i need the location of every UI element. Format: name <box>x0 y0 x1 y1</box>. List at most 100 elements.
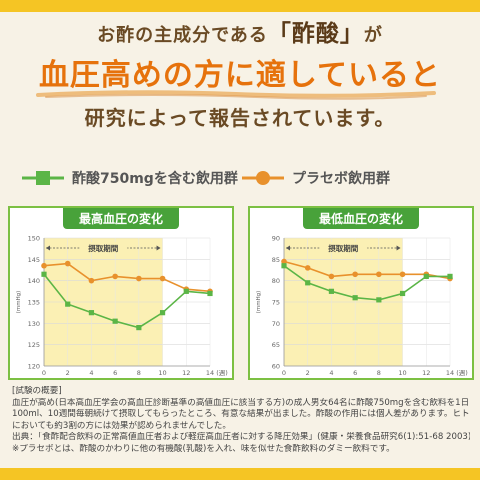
brush-stroke-decoration <box>36 90 436 100</box>
placebo-series-line <box>43 262 211 293</box>
x-tick-label: 4 <box>89 369 93 377</box>
acetic-data-point <box>352 295 358 301</box>
y-tick-label: 60 <box>272 363 280 371</box>
x-axis-unit-label: (週) <box>456 368 468 377</box>
systolic-chart-panel: 最高血圧の変化 150 145 140 135 130 125 120 0 2 4 6 8 10 12 14… <box>8 206 234 380</box>
x-tick-label: 12 <box>182 369 190 377</box>
acetic-data-point <box>281 263 287 269</box>
trial-line: [試験の概要] <box>12 386 62 396</box>
intake-arrow-right-icon <box>396 245 401 251</box>
bottom-yellow-band <box>0 468 480 480</box>
y-tick-label: 90 <box>272 235 280 243</box>
y-tick-label: 130 <box>28 320 40 328</box>
x-tick-label: 12 <box>422 369 430 377</box>
chart-legend: 酢酸750mgを含む飲用群 プラセボ飲用群 <box>10 160 470 196</box>
intake-label-bg <box>79 242 128 253</box>
headline-1-prefix: お酢の主成分である <box>97 25 268 46</box>
diastolic-chart-panel: 最低血圧の変化 90 85 80 75 70 65 60 0 2 4 6 8 10 12 14 (mmHg) (… <box>248 206 474 380</box>
acetic-data-point <box>112 318 118 324</box>
acetic-data-point <box>207 290 213 297</box>
x-tick-label: 14 <box>446 369 454 377</box>
x-tick-label: 2 <box>66 369 70 377</box>
placebo-data-point <box>399 271 406 278</box>
systolic-chart-title: 最高血圧の変化 <box>62 208 180 229</box>
legend-acetic-label: 酢酸750mgを含む飲用群 <box>72 171 238 187</box>
acetic-data-point <box>65 301 71 307</box>
y-tick-label: 145 <box>28 256 40 264</box>
legend-item-placebo: プラセボ飲用群 <box>240 168 390 188</box>
x-tick-label: 0 <box>42 369 46 377</box>
placebo-data-point <box>64 260 71 267</box>
placebo-data-point <box>159 275 166 282</box>
acetic-data-point <box>399 290 406 297</box>
headline-1-suffix: が <box>363 25 383 46</box>
y-tick-label: 150 <box>28 235 40 243</box>
y-axis-unit-label: (mmHg) <box>256 291 262 314</box>
acetic-data-point <box>183 288 189 294</box>
headline-1-highlight: 「酢酸」 <box>267 21 364 47</box>
x-tick-label: 2 <box>306 369 310 377</box>
diastolic-chart: 90 85 80 75 70 65 600 2 4 6 8 10 12 14 (mmHg) (週) 摂取期間 <box>256 235 468 378</box>
y-tick-label: 65 <box>272 341 280 349</box>
acetic-data-point <box>376 297 382 303</box>
x-tick-label: 0 <box>282 369 286 377</box>
x-tick-label: 10 <box>398 369 406 377</box>
y-tick-label: 140 <box>28 277 40 285</box>
placebo-data-point <box>41 262 47 269</box>
y-tick-label: 75 <box>272 299 280 307</box>
placebo-data-point <box>376 271 382 278</box>
x-tick-label: 10 <box>158 369 166 377</box>
acetic-series-line <box>283 265 450 301</box>
y-axis-unit-label: (mmHg) <box>16 291 22 314</box>
y-tick-label: 120 <box>28 363 40 371</box>
placebo-data-point <box>328 273 335 280</box>
y-tick-label: 125 <box>28 341 40 349</box>
trial-line: 出典：「食酢配合飲料の正常高値血圧者および軽症高血圧者に対する降圧効果」(健康・… <box>12 432 470 443</box>
x-tick-label: 8 <box>377 369 381 377</box>
placebo-data-point <box>88 277 95 284</box>
acetic-data-point <box>136 325 142 331</box>
legend-placebo-marker-icon <box>242 171 284 185</box>
placebo-data-point <box>352 271 358 278</box>
acetic-data-point <box>305 280 311 286</box>
x-tick-label: 6 <box>113 369 117 377</box>
headline-line-1: お酢の主成分である「酢酸」が <box>0 14 480 48</box>
x-tick-label: 6 <box>353 369 357 377</box>
acetic-data-point <box>159 310 166 316</box>
acetic-data-point <box>447 273 453 279</box>
top-yellow-band <box>0 0 480 12</box>
intake-period-label: 摂取期間 <box>328 243 358 253</box>
intake-label-bg <box>319 242 368 253</box>
trial-line: ※プラセボとは、酢酸のかわりに他の有機酸(乳酸)を入れ、味を似せた食酢飲料のダミ… <box>12 443 395 454</box>
x-tick-label: 4 <box>329 369 333 377</box>
headline-line-2: 血圧高めの方に適していると <box>38 58 442 93</box>
placebo-series-line <box>283 260 451 280</box>
trial-line: においても約3割の方には効果が認められませんでした。 <box>12 420 231 431</box>
intake-arrow-left-icon <box>286 245 290 251</box>
intake-arrow-right-icon <box>156 245 161 251</box>
x-tick-label: 8 <box>137 369 141 377</box>
y-tick-label: 85 <box>272 256 280 264</box>
intake-arrow-left-icon <box>46 245 50 251</box>
placebo-data-point <box>281 258 287 265</box>
acetic-data-point <box>41 271 47 277</box>
x-axis-unit-label: (週) <box>216 368 228 377</box>
acetic-data-point <box>328 288 335 294</box>
trial-line: 100ml、10週間毎朝続けて摂取してもらったところ、有意な結果が出ました。酢酸… <box>12 409 470 420</box>
legend-item-acetic: 酢酸750mgを含む飲用群 <box>20 168 238 188</box>
acetic-series-line <box>43 273 211 329</box>
y-tick-label: 80 <box>272 277 280 285</box>
headline-line-3: 研究によって報告されています。 <box>84 106 396 130</box>
x-tick-label: 14 <box>206 369 214 377</box>
diastolic-chart-title: 最低血圧の変化 <box>302 208 420 229</box>
y-tick-label: 135 <box>28 299 40 307</box>
y-tick-label: 70 <box>272 320 280 328</box>
legend-placebo-label: プラセボ飲用群 <box>292 171 390 187</box>
trial-overview: [試験の概要] 血圧が高め(日本高血圧学会の高血圧診断基準の高値血圧に該当する方)… <box>12 386 470 456</box>
trial-line: 血圧が高め(日本高血圧学会の高血圧診断基準の高値血圧に該当する方)の成人男女64… <box>12 397 470 408</box>
legend-acetic-marker-icon <box>22 171 64 185</box>
placebo-data-point <box>136 275 142 282</box>
placebo-data-point <box>304 265 311 271</box>
placebo-data-point <box>112 273 118 280</box>
